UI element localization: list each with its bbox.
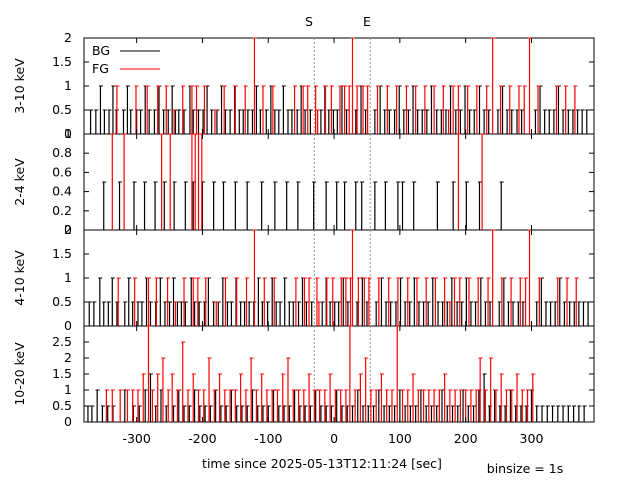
ytick-label-p3-3: 1.5 [52, 366, 72, 381]
marker-end-label: E [363, 14, 371, 29]
xtick-label-5: 200 [454, 431, 478, 446]
plot-frames [83, 37, 595, 423]
ylabel-p1: 2-4 keV [12, 158, 27, 206]
ytick-label-p3-2: 1 [64, 382, 72, 397]
axis-labels: 3-10 keV 2-4 keV 4-10 keV 10-20 keV [12, 58, 27, 406]
ytick-label-p1-2: 0.4 [52, 184, 72, 199]
xtick-label-0: -300 [122, 431, 150, 446]
ytick-label-p3-4: 2 [64, 350, 72, 365]
ytick-label-p0-4: 2 [64, 30, 72, 45]
series-bars [86, 37, 591, 422]
marker-start-label: S [305, 14, 313, 29]
ytick-label-p0-2: 1 [64, 78, 72, 93]
xtick-label-3: 0 [330, 431, 338, 446]
ylabel-p3: 10-20 keV [12, 342, 27, 406]
ylabel-p0: 3-10 keV [12, 58, 27, 114]
ytick-label-p1-3: 0.6 [52, 164, 72, 179]
ytick-label-p2-4: 2 [64, 222, 72, 237]
ytick-label-p0-1: 0.5 [52, 102, 72, 117]
ytick-label-p2-1: 0.5 [52, 294, 72, 309]
ytick-label-p3-1: 0.5 [52, 398, 72, 413]
ytick-label-p3-0: 0 [64, 414, 72, 429]
xtick-label-6: 300 [520, 431, 544, 446]
axis-ticks: 00.511.5200.20.40.60.8100.511.5200.511.5… [52, 30, 594, 446]
ytick-label-p3-5: 2.5 [52, 334, 72, 349]
x-axis-title: time since 2025-05-13T12:11:24 [sec] [202, 456, 442, 471]
legend-label-bg: BG [92, 43, 110, 58]
ytick-label-p2-0: 0 [64, 318, 72, 333]
ytick-label-p0-0: 0 [64, 126, 72, 141]
xtick-label-4: 100 [388, 431, 412, 446]
ytick-label-p1-1: 0.2 [52, 203, 72, 218]
legend-label-fg: FG [92, 61, 109, 76]
ytick-label-p1-4: 0.8 [52, 145, 72, 160]
ylabel-p2: 4-10 keV [12, 250, 27, 306]
ytick-label-p2-2: 1 [64, 270, 72, 285]
ytick-label-p0-3: 1.5 [52, 54, 72, 69]
xtick-label-2: -100 [254, 431, 282, 446]
binsize-note: binsize = 1s [487, 461, 563, 476]
xtick-label-1: -200 [188, 431, 216, 446]
ytick-label-p2-3: 1.5 [52, 246, 72, 261]
legend: BG FG [92, 43, 160, 76]
ytick-label-p1-5: 1 [64, 126, 72, 141]
ytick-label-p1-0: 0 [64, 222, 72, 237]
